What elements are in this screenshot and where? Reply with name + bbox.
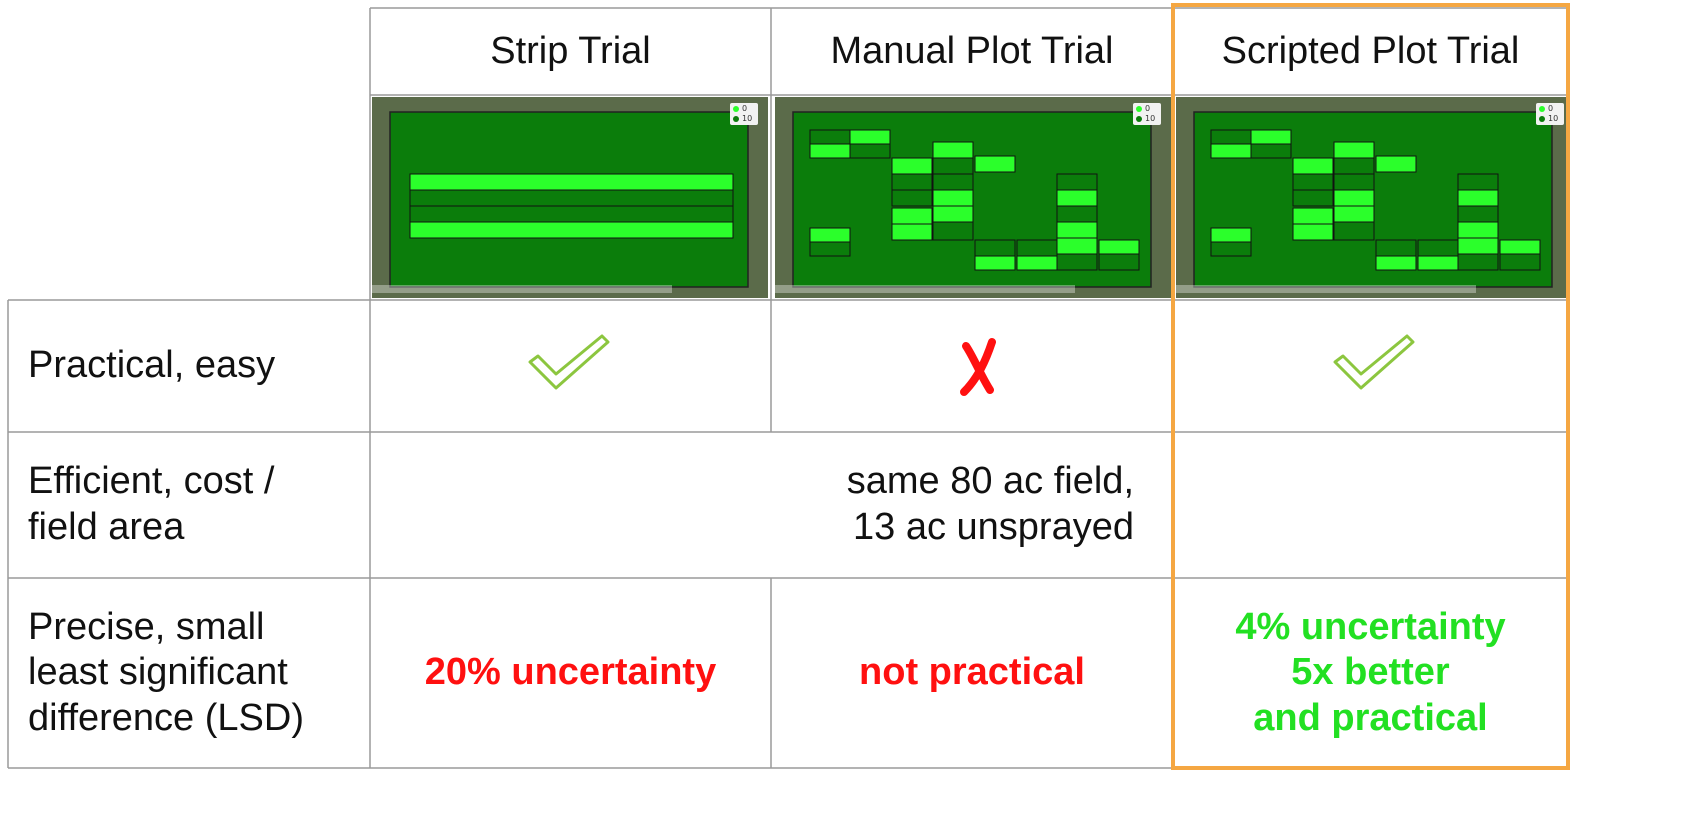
row-label: Practical, easy <box>8 300 370 432</box>
page: 010010010 Strip Trial Manual Plot Trial … <box>0 0 1692 829</box>
column-header: Manual Plot Trial <box>771 8 1173 95</box>
cell-text: 20% uncertainty <box>370 578 771 768</box>
check-icon <box>530 336 608 388</box>
column-header: Scripted Plot Trial <box>1173 8 1568 95</box>
column-header: Strip Trial <box>370 8 771 95</box>
row-label: Efficient, cost / field area <box>8 432 370 578</box>
check-icon <box>1335 336 1413 388</box>
cell-text: not practical <box>771 578 1173 768</box>
cell-text: 4% uncertainty 5x better and practical <box>1173 578 1568 768</box>
merged-cell: same 80 ac field, 13 ac unsprayed <box>370 432 1138 578</box>
cross-icon <box>964 342 992 392</box>
row-label: Precise, small least significant differe… <box>8 578 370 768</box>
